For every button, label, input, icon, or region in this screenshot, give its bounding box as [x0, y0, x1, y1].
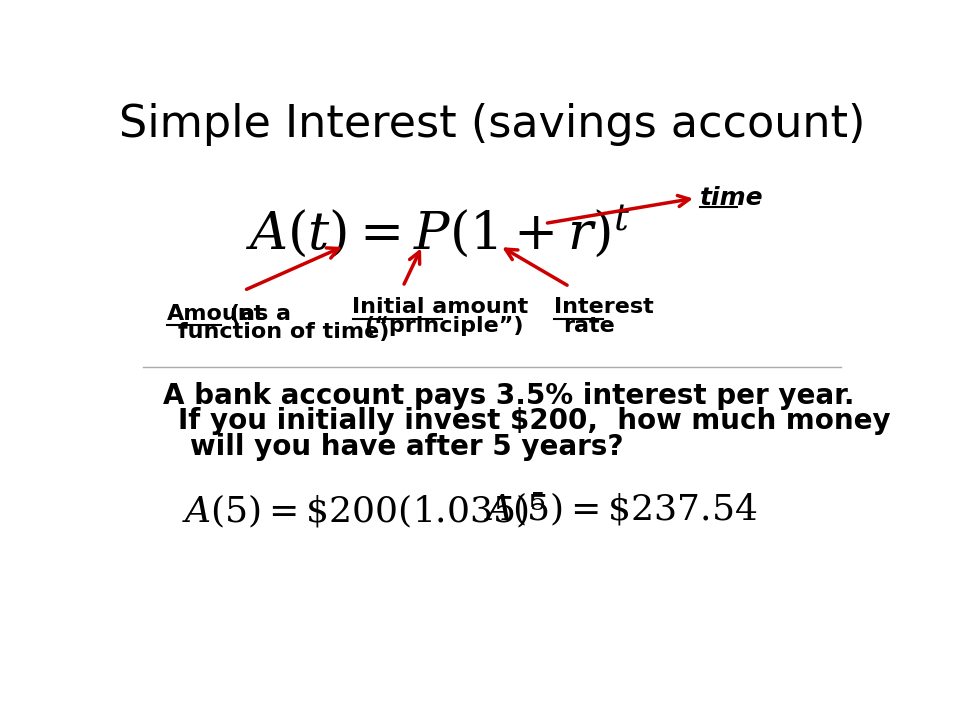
- Text: A bank account pays 3.5% interest per year.: A bank account pays 3.5% interest per ye…: [162, 382, 854, 410]
- Text: time: time: [700, 186, 763, 210]
- Text: Initial amount: Initial amount: [352, 297, 529, 318]
- Text: If you initially invest $200,  how much money: If you initially invest $200, how much m…: [179, 408, 891, 436]
- Text: function of time): function of time): [179, 322, 390, 342]
- Text: $A(t) = P(1+r)^{t}$: $A(t) = P(1+r)^{t}$: [245, 204, 631, 261]
- Text: rate: rate: [564, 316, 615, 336]
- Text: $A(5) = \$200(1.035)^{5}$: $A(5) = \$200(1.035)^{5}$: [182, 490, 546, 530]
- Text: Amount: Amount: [166, 304, 265, 323]
- Text: will you have after 5 years?: will you have after 5 years?: [190, 433, 623, 461]
- Text: (as a: (as a: [222, 304, 291, 323]
- Text: Simple Interest (savings account): Simple Interest (savings account): [119, 104, 865, 146]
- Text: $A(5) = \$237.54$: $A(5) = \$237.54$: [484, 491, 757, 528]
- Text: Interest: Interest: [554, 297, 654, 318]
- Text: (“principle”): (“principle”): [364, 316, 523, 336]
